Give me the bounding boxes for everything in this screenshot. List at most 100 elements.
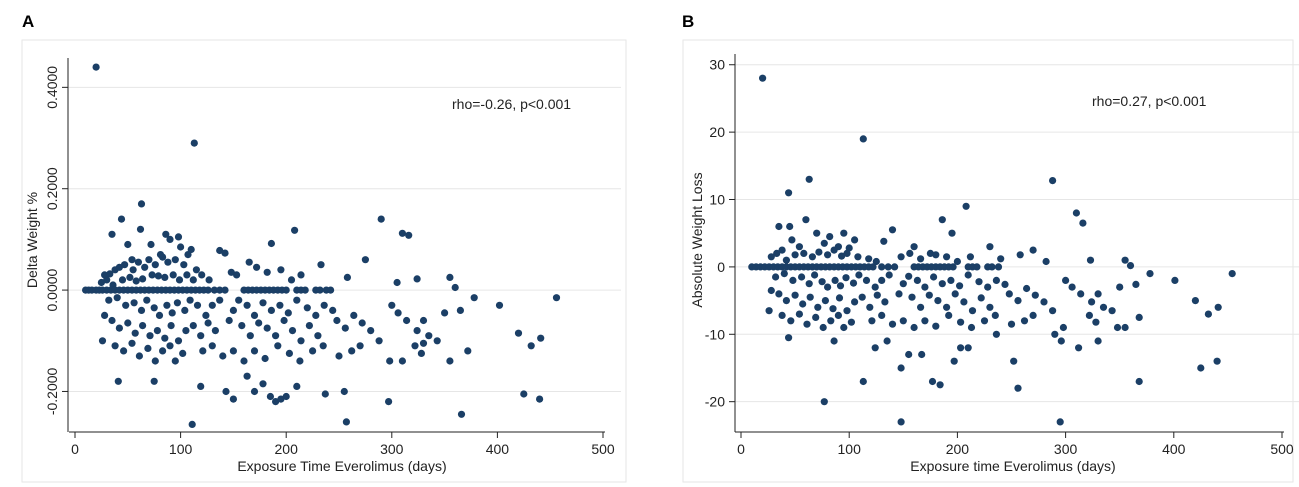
data-point [320,301,328,309]
data-point [859,135,867,143]
data-point [186,296,194,304]
data-point [1010,357,1018,365]
data-point [413,327,421,335]
data-point [162,230,170,238]
data-point [849,279,858,287]
y-tick-label: 0.4000 [44,66,60,109]
data-point [1079,219,1087,227]
data-point [930,273,938,281]
data-point [183,271,191,279]
data-point [356,342,364,350]
data-point [348,347,356,355]
x-tick-label: 300 [1054,441,1078,457]
data-point [1116,283,1124,291]
data-point [767,286,775,295]
data-point [1029,246,1037,254]
data-point [159,347,167,355]
data-point [1085,311,1093,319]
data-point [259,299,267,307]
data-point [858,293,866,301]
data-point [1051,330,1059,338]
data-point [309,347,317,355]
x-tick-label: 400 [486,441,510,457]
data-point [767,253,775,261]
data-point [148,271,156,279]
data-point [266,392,274,401]
data-point [398,357,406,365]
data-point [820,239,828,247]
data-point [358,319,366,327]
x-tick-label: 100 [838,441,862,457]
data-point [135,352,143,360]
panel-a-x-axis-title: Exposure Time Everolimus (days) [237,458,446,474]
data-point [177,243,185,251]
data-point [301,286,309,294]
data-point [411,342,419,350]
data-point [967,323,976,332]
data-point [943,253,951,261]
data-point [151,357,159,365]
data-point [795,243,804,251]
data-point [375,337,383,345]
data-point [829,305,837,313]
data-point [329,306,337,314]
x-tick-label: 0 [737,441,745,457]
data-point [405,231,413,239]
data-point [905,350,913,359]
data-point [284,309,292,317]
data-point [267,239,275,248]
data-point [838,252,846,260]
data-point [174,233,183,241]
data-point [403,316,411,325]
data-point [282,392,290,401]
data-point [811,271,819,279]
data-point [101,311,109,319]
data-point [166,342,174,350]
panel-a-annotation: rho=-0.26, p<0.001 [452,96,571,112]
panel-a: A 0 100 200 300 400 500 -0.2000 0.0000 0.2000 0.4… [21,12,627,483]
data-point [161,334,169,342]
data-point [957,318,965,326]
data-point [221,286,229,294]
data-point [189,276,197,284]
data-point [1108,307,1116,315]
data-point [840,323,848,332]
y-tick-label: 0.0000 [44,268,60,311]
data-point [868,317,876,325]
data-point [208,301,216,309]
data-point [168,309,176,317]
x-tick-label: 0 [71,441,79,457]
data-point [913,276,922,284]
panel-b-y-axis-title: Absolute Weight Loss [689,172,705,307]
data-point [446,273,454,281]
data-point [514,329,523,337]
data-point [1204,310,1212,318]
data-point [945,311,953,319]
data-point [775,290,783,298]
data-point [216,296,224,304]
data-point [225,316,233,325]
data-point [831,276,839,284]
data-point [202,311,210,319]
data-point [834,311,843,319]
data-point [1016,251,1024,259]
data-point [361,256,369,264]
data-point [470,294,478,302]
data-point [419,339,428,347]
data-point [385,398,393,406]
data-point [795,310,804,318]
x-tick-label: 200 [275,441,299,457]
data-point [124,240,132,249]
data-point [891,263,899,271]
data-point [161,273,169,281]
data-point [934,297,942,305]
data-point [219,352,227,360]
data-point [139,275,147,283]
data-point [204,319,212,327]
data-point [205,276,213,284]
panel-a-gridlines [68,86,621,392]
data-point [862,276,871,284]
data-point [393,278,401,287]
data-point [962,202,970,210]
data-point [789,276,797,284]
